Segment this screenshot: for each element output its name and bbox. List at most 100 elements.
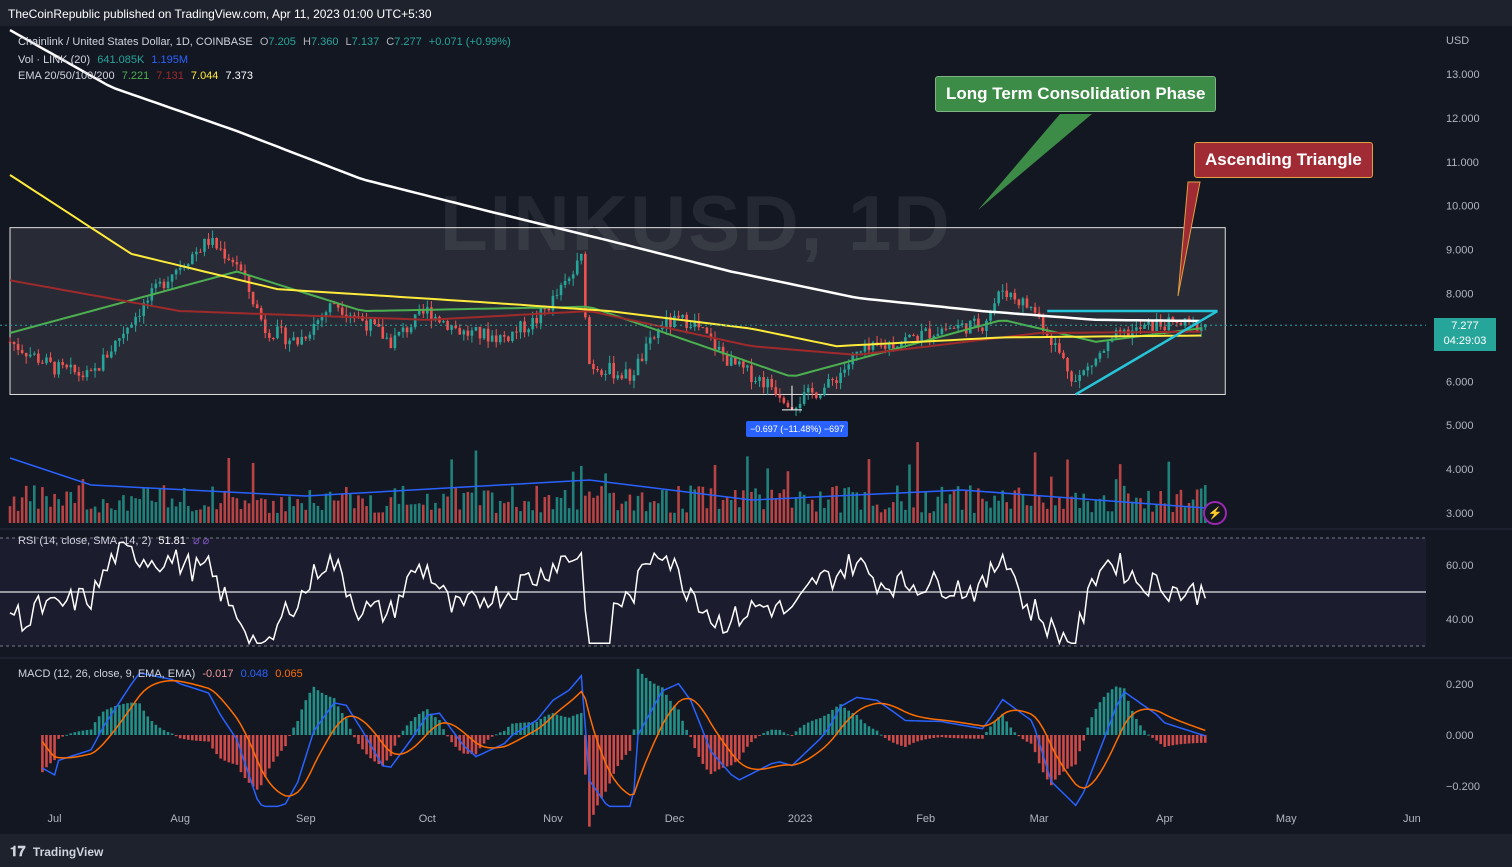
candle-body (774, 387, 778, 395)
macd-hist-bar (1163, 735, 1167, 747)
candle-body (486, 328, 490, 342)
macd-hist-bar (669, 700, 672, 735)
macd-label[interactable]: MACD (12, 26, close, 9, EMA, EMA) (18, 668, 196, 680)
candle-body (207, 238, 210, 245)
publisher-text: TheCoinRepublic published on TradingView… (8, 7, 432, 21)
triangle-callout[interactable]: Ascending Triangle (1194, 142, 1373, 178)
macd-hist-bar (195, 735, 198, 741)
candle-body (859, 351, 863, 353)
candle-body (223, 248, 227, 259)
candle-body (401, 327, 405, 332)
candle-body (377, 324, 381, 327)
candle-body (174, 269, 178, 275)
macd-hist-bar (758, 735, 761, 736)
volume-bar (1054, 505, 1057, 523)
rsi-label[interactable]: RSI (14, close, SMA, 14, 2) (18, 535, 152, 547)
volume-label[interactable]: Vol · LINK (20) (18, 54, 91, 66)
volume-bar (1070, 496, 1073, 523)
candle-body (97, 368, 101, 371)
volume-bar (247, 503, 251, 523)
symbol-name[interactable]: Chainlink / United States Dollar, 1D, CO… (18, 36, 253, 48)
macd-hist-bar (896, 735, 899, 745)
candle-body (908, 334, 911, 338)
macd-hist-bar (859, 719, 863, 735)
macd-hist-bar (725, 735, 729, 767)
macd-hist-bar (344, 718, 348, 735)
macd-hist-bar (563, 716, 567, 735)
macd-hist-bar (823, 715, 826, 735)
candle-body (41, 362, 44, 364)
candle-body (336, 303, 340, 308)
volume-bar (916, 442, 919, 523)
volume-bar (1062, 508, 1065, 523)
candle-body (1143, 324, 1146, 329)
candle-body (276, 326, 279, 339)
volume-bar (847, 487, 851, 523)
macd-hist-bar (940, 735, 944, 738)
candle-body (353, 315, 356, 317)
candle-body (482, 328, 486, 339)
macd-hist-bar (1183, 735, 1187, 744)
candle-body (559, 284, 563, 296)
price-tick-label: 11.000 (1446, 157, 1479, 169)
volume-value: 641.085K (97, 54, 145, 66)
volume-bar (701, 486, 705, 523)
candle-body (636, 358, 640, 376)
volume-bar (503, 503, 506, 523)
volume-bar (640, 492, 644, 523)
candle-body (725, 354, 729, 366)
macd-hist-bar (93, 722, 97, 735)
volume-bar (316, 505, 320, 523)
volume-bar (446, 496, 449, 523)
volume-bar (555, 497, 559, 523)
candle-body (1082, 370, 1086, 375)
macd-hist-bar (109, 707, 113, 735)
macd-hist-bar (199, 735, 202, 742)
volume-bar (1122, 485, 1126, 523)
candle-body (1126, 329, 1130, 339)
last-price-tag: 7.277 04:29:03 (1434, 318, 1496, 351)
tradingview-brand: TradingView (32, 844, 104, 859)
macd-hist-bar (1001, 713, 1004, 735)
volume-bar (1005, 502, 1009, 523)
volume-bar (377, 512, 381, 523)
volume-bar (259, 498, 263, 523)
volume-bar (774, 499, 778, 523)
candle-body (571, 274, 575, 279)
macd-hist-bar (65, 734, 69, 736)
macd-hist-bar (839, 704, 842, 735)
volume-bar (1033, 452, 1037, 523)
volume-bar (567, 508, 571, 523)
candle-body (563, 280, 567, 285)
macd-hist-bar (207, 735, 210, 742)
macd-hist-bar (231, 735, 235, 764)
volume-bar (948, 494, 952, 523)
candle-body (973, 318, 976, 321)
tradingview-logo[interactable]: 𝟏𝟕 TradingView (10, 843, 103, 860)
candle-body (814, 392, 818, 399)
macd-hist-bar (158, 727, 162, 735)
chart-canvas[interactable]: USD 13.000 12.000 11.000 10.000 9.000 8.000 7.0… (0, 26, 1512, 835)
volume-bar (458, 509, 462, 523)
volume-bar (1017, 487, 1021, 523)
consolidation-callout[interactable]: Long Term Consolidation Phase (935, 76, 1217, 112)
volume-bar (814, 511, 818, 523)
volume-bar (875, 504, 879, 523)
volume-bar (231, 497, 235, 523)
volume-legend: Vol · LINK (20) 641.085K 1.195M (18, 54, 192, 66)
macd-hist-bar (1159, 735, 1162, 745)
macd-hist-bar (1058, 735, 1061, 776)
macd-hist-bar (150, 721, 154, 735)
candle-body (612, 362, 616, 379)
measure-label[interactable]: −0.697 (−11.48%) −697 (746, 421, 849, 437)
macd-hist-bar (97, 716, 101, 735)
volume-bar (936, 496, 940, 523)
volume-bar (661, 490, 664, 523)
macd-hist-bar (709, 735, 713, 775)
macd-hist-bar (1151, 735, 1154, 738)
ema-label[interactable]: EMA 20/50/100/200 (18, 70, 115, 82)
lightning-icon[interactable]: ⚡ (1203, 501, 1227, 525)
volume-bar (993, 495, 996, 523)
close-label: C (386, 36, 395, 48)
volume-bar (754, 488, 757, 523)
